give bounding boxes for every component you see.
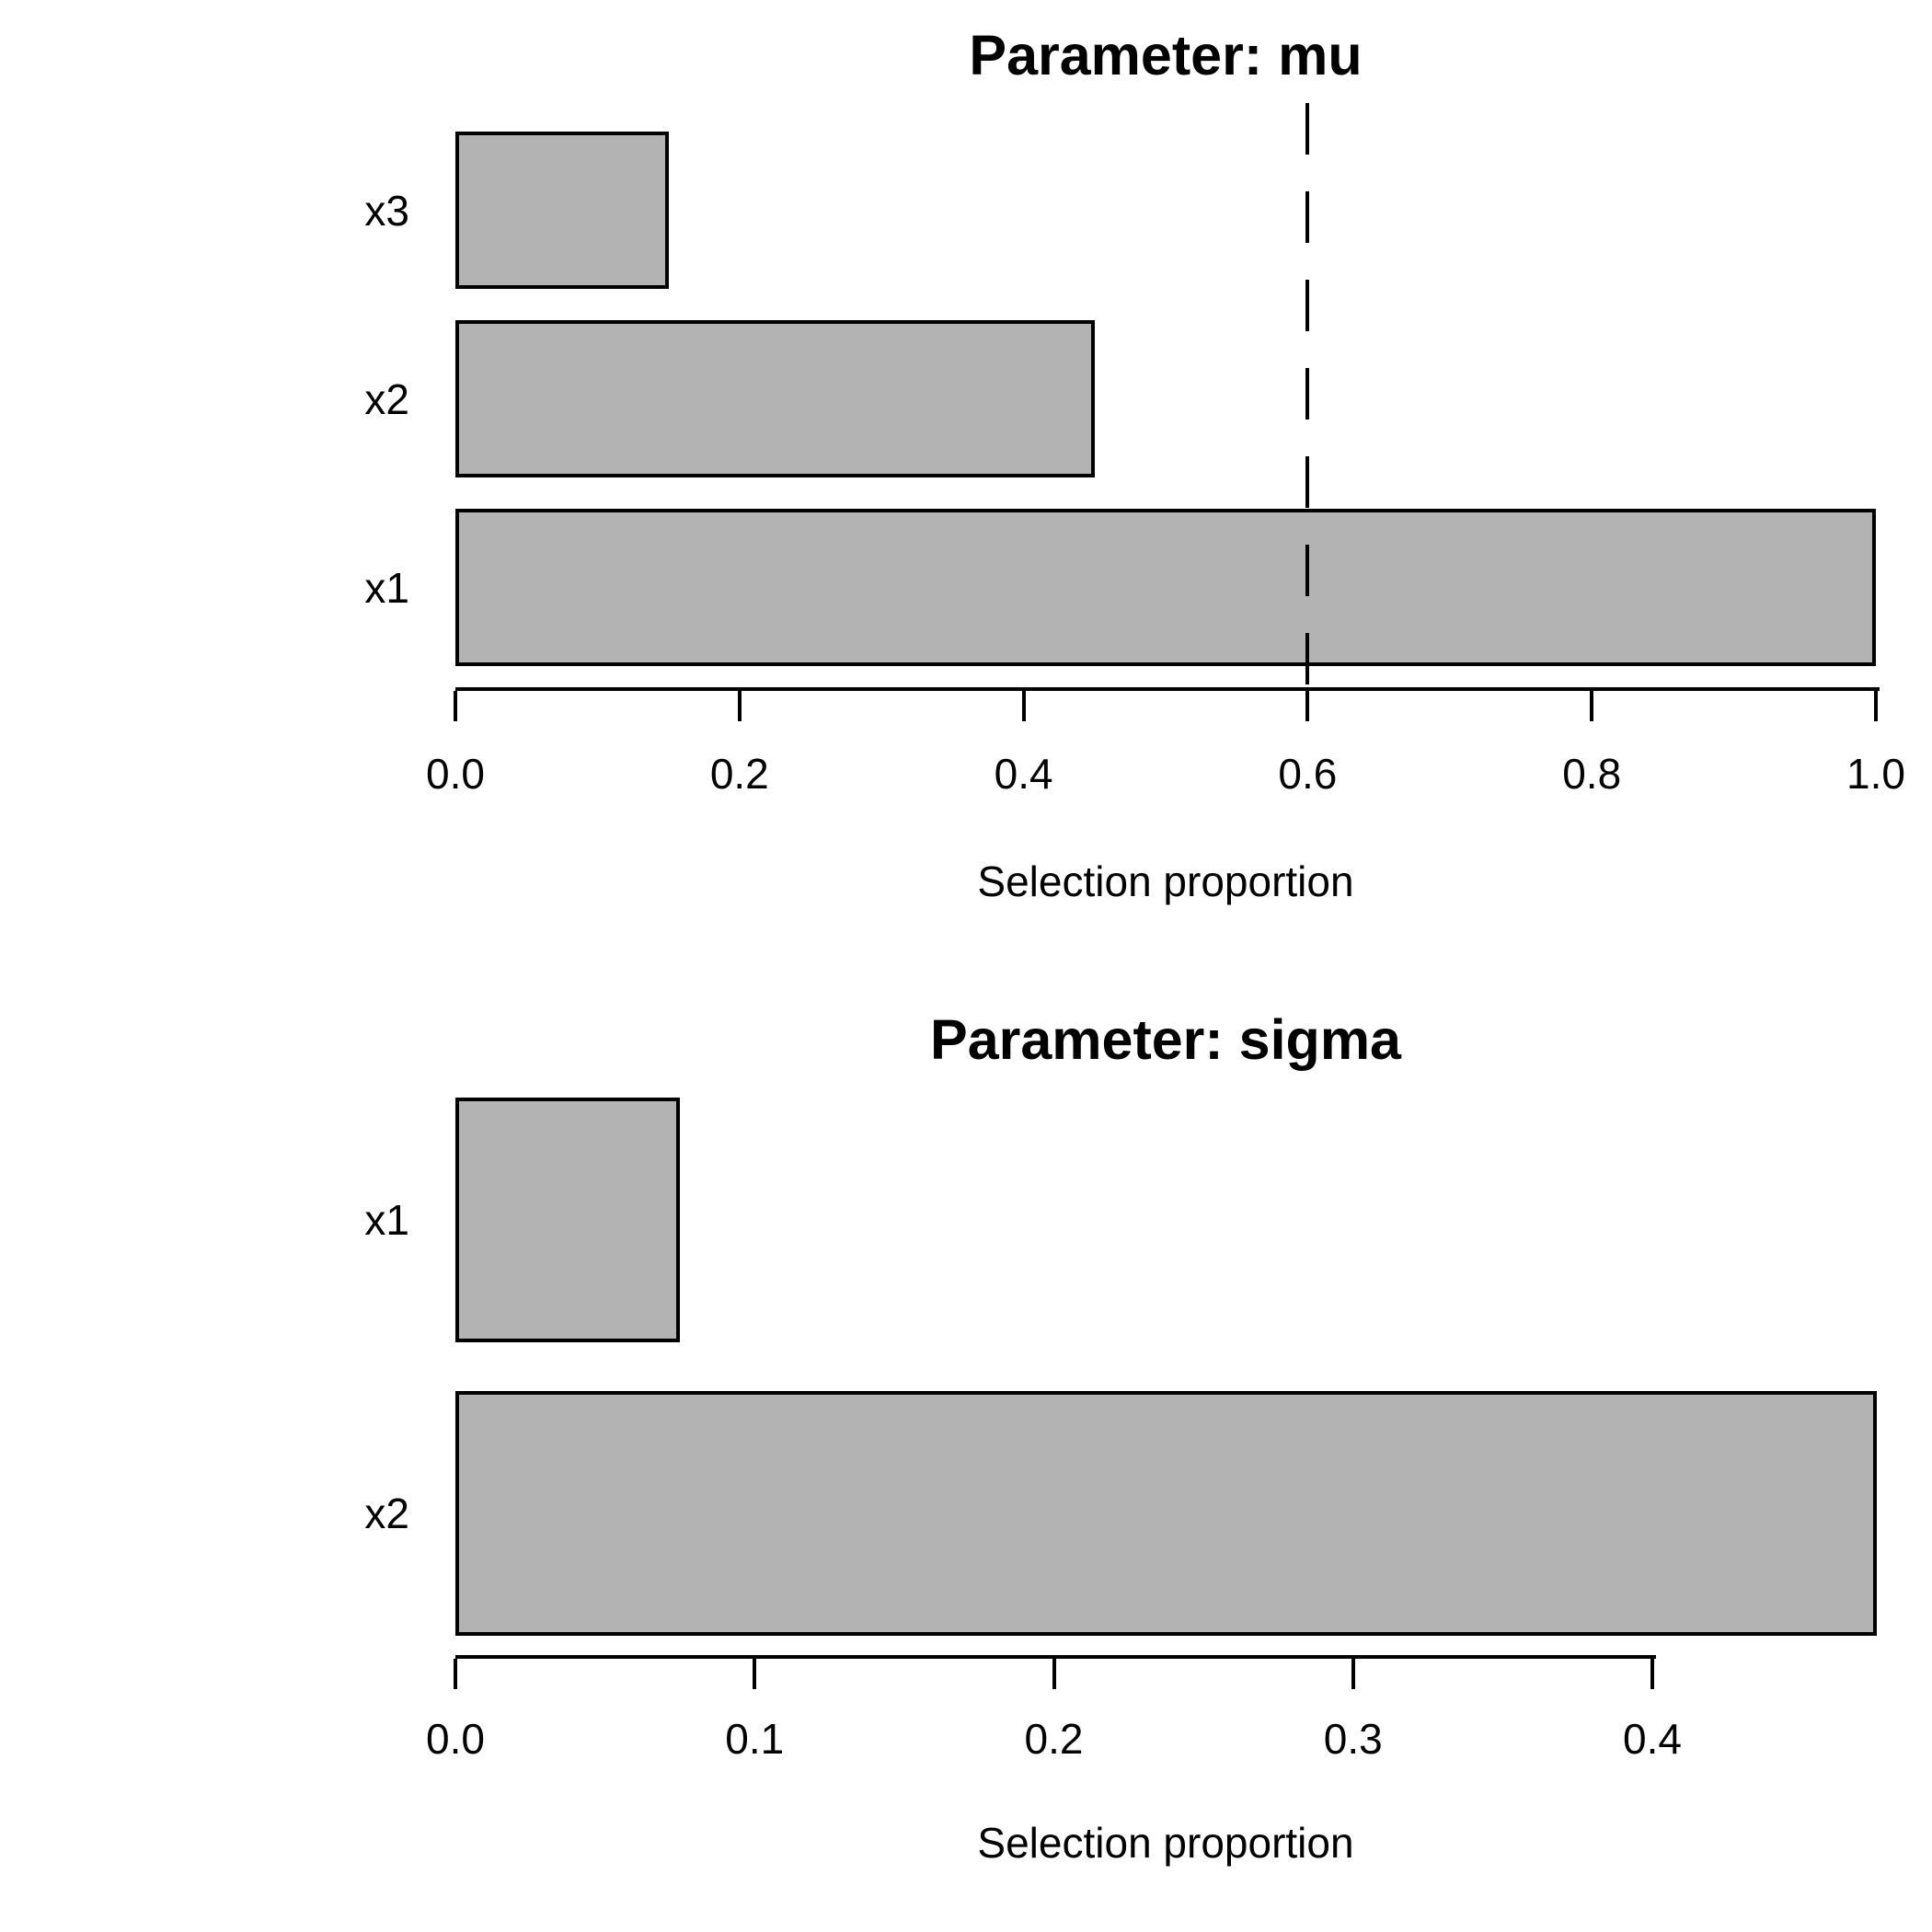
- x-axis-tick: [1021, 691, 1026, 721]
- bar-label-x3: x3: [364, 186, 409, 235]
- chart-title-mu: Parameter: mu: [969, 24, 1363, 86]
- chart-title-sigma: Parameter: sigma: [930, 1008, 1401, 1071]
- bar-x1: [455, 509, 1876, 666]
- x-axis-title-sigma: Selection proportion: [977, 1819, 1354, 1867]
- bar-x3: [455, 132, 669, 289]
- x-axis-tick: [1052, 1659, 1056, 1689]
- x-axis-tick-label: 0.3: [1323, 1715, 1383, 1763]
- x-axis-line: [455, 687, 1880, 691]
- bar-x1: [455, 1098, 680, 1342]
- x-axis-tick-label: 0.4: [994, 750, 1053, 798]
- x-axis-tick-label: 0.0: [426, 1715, 485, 1763]
- x-axis-tick-label: 0.2: [709, 750, 769, 798]
- bar-label-x2: x2: [364, 1489, 409, 1537]
- threshold-line: [1305, 103, 1310, 687]
- bar-x2: [455, 1391, 1877, 1636]
- x-axis-tick-label: 0.1: [725, 1715, 785, 1763]
- bar-label-x1: x1: [364, 563, 409, 612]
- x-axis-tick: [1874, 691, 1878, 721]
- x-axis-tick: [1305, 691, 1310, 721]
- x-axis-line: [455, 1655, 1657, 1659]
- x-axis-tick: [737, 691, 742, 721]
- x-axis-tick-label: 0.8: [1562, 750, 1622, 798]
- x-axis-tick-label: 0.6: [1278, 750, 1338, 798]
- x-axis-tick: [1351, 1659, 1355, 1689]
- x-axis-tick-label: 0.4: [1623, 1715, 1683, 1763]
- x-axis-tick-label: 1.0: [1846, 750, 1905, 798]
- x-axis-tick-label: 0.2: [1024, 1715, 1084, 1763]
- x-axis-tick-label: 0.0: [426, 750, 485, 798]
- x-axis-title-mu: Selection proportion: [977, 857, 1354, 905]
- x-axis-tick: [1650, 1659, 1655, 1689]
- x-axis-tick: [1590, 691, 1594, 721]
- x-axis-tick: [454, 1659, 457, 1689]
- bar-x2: [455, 320, 1095, 477]
- bar-label-x1: x1: [364, 1196, 409, 1244]
- bar-label-x2: x2: [364, 374, 409, 423]
- x-axis-tick: [454, 691, 457, 721]
- x-axis-tick: [753, 1659, 757, 1689]
